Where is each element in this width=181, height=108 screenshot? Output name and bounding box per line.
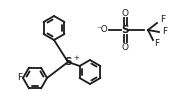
Text: F: F (154, 38, 159, 48)
Text: F: F (162, 28, 167, 37)
Text: F: F (160, 16, 165, 25)
Text: ⁻O: ⁻O (96, 25, 108, 34)
Text: S: S (121, 25, 129, 35)
Text: F: F (17, 74, 22, 83)
Text: O: O (121, 43, 129, 52)
Text: O: O (121, 9, 129, 17)
Text: +: + (73, 56, 79, 61)
Text: S: S (64, 57, 72, 67)
